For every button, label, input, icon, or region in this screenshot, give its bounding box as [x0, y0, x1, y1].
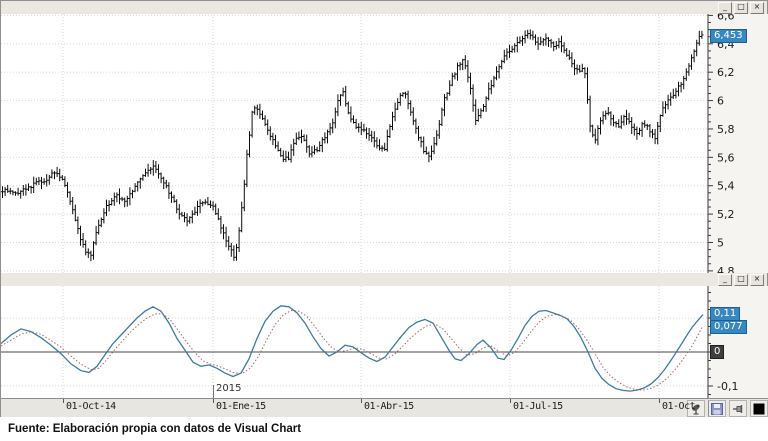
macd-pane-header: MACD_IBE.MC MACD: 0,1104 MediaSIG: 0,076…: [1, 273, 767, 287]
year-tick-mark: [213, 385, 214, 398]
price-axis-strip: [708, 14, 768, 273]
macd-axis-strip: [708, 286, 768, 398]
macd-pane-window-controls: _ □ ×: [718, 274, 764, 286]
price-axis-label: 6,2: [717, 66, 735, 79]
price-axis-label: 6: [717, 95, 724, 108]
source-caption: Fuente: Elaboración propia con datos de …: [8, 423, 302, 435]
save-button[interactable]: [708, 400, 726, 417]
last-price-badge: 6,453: [710, 29, 747, 43]
date-tick-label: 01-Ene-15: [216, 401, 266, 412]
date-tick-mark: [361, 399, 362, 403]
price-chart-svg: 6,66,46,265,85,65,45,254,8: [1, 14, 768, 273]
macd-axis-label: -0,1: [717, 380, 738, 393]
macd-value-badge: 0,11: [710, 307, 741, 321]
maximize-button[interactable]: □: [734, 2, 748, 14]
black-square-icon: [753, 403, 765, 414]
macd-chart-area[interactable]: -0,1 0,11 0,077 0 2015: [1, 286, 768, 398]
price-chart-area[interactable]: 6,6 6,4 6,2 6 5,8 5,6 5,4 5,2 5 4,8 6,453: [1, 14, 768, 273]
close-button[interactable]: ×: [750, 274, 764, 286]
date-tick-mark: [659, 399, 660, 403]
feed-button[interactable]: [687, 400, 705, 417]
date-axis[interactable]: 01-Oct-14 01-Ene-15 01-Abr-15 01-Jul-15 01-O…: [1, 398, 768, 417]
date-strip-toolbar: [684, 400, 768, 417]
black-square-button[interactable]: [750, 400, 768, 417]
close-button[interactable]: ×: [750, 2, 764, 14]
year-label: 2015: [216, 383, 242, 394]
price-axis-label: 5,8: [717, 123, 735, 136]
price-axis-label: 5,2: [717, 208, 735, 221]
date-tick-mark: [213, 399, 214, 403]
price-axis-label: 4,8: [717, 265, 735, 273]
price-axis-label: 6,6: [717, 14, 735, 22]
date-tick-label: 01-Abr-15: [364, 401, 414, 412]
price-axis-label: 5: [717, 236, 724, 249]
ohlc-bars: [1, 29, 704, 262]
save-icon: [711, 402, 723, 415]
macd-line: [1, 305, 704, 392]
minimize-button[interactable]: _: [718, 2, 732, 14]
date-tick-mark: [63, 399, 64, 403]
price-axis-label: 5,6: [717, 151, 735, 164]
date-tick-label: 01-Oct-: [662, 401, 701, 412]
signal-value-badge: 0,077: [710, 320, 747, 334]
price-pane-window-controls: _ □ ×: [718, 2, 764, 14]
visual-chart-window: IBE.MC - IBERDROLA - 1 d Dif. %: 0,00 Di…: [0, 0, 768, 417]
maximize-button[interactable]: □: [734, 274, 748, 286]
price-pane-header: IBE.MC - IBERDROLA - 1 d Dif. %: 0,00 Di…: [1, 1, 767, 15]
zero-value-badge: 0: [710, 345, 725, 359]
date-tick-label: 01-Oct-14: [66, 401, 116, 412]
mediasig-line: [1, 309, 704, 391]
feed-icon: [692, 403, 700, 415]
pin-button[interactable]: [729, 400, 747, 417]
minimize-button[interactable]: _: [718, 274, 732, 286]
pin-icon: [733, 404, 743, 413]
macd-chart-svg: -0,1: [1, 286, 768, 398]
date-tick-mark: [510, 399, 511, 403]
date-tick-label: 01-Jul-15: [513, 401, 563, 412]
price-axis-label: 5,4: [717, 180, 735, 193]
